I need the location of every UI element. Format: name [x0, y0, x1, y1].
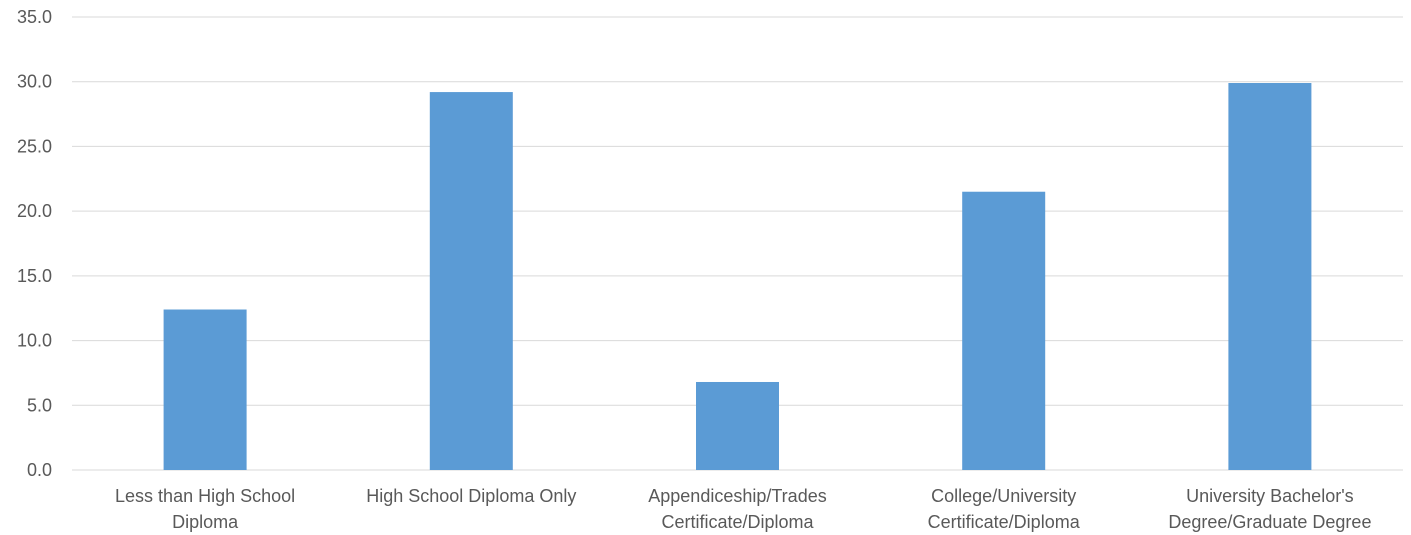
x-category-label-line: Degree/Graduate Degree: [1168, 512, 1371, 532]
x-category-label-line: Certificate/Diploma: [661, 512, 814, 532]
x-category-label-line: Certificate/Diploma: [928, 512, 1081, 532]
x-category-label-line: Less than High School: [115, 486, 295, 506]
y-axis-ticks: 0.0 5.0 10.0 15.0 20.0 25.0 30.0 35.0: [17, 7, 52, 480]
x-category-label-line: Appendiceship/Trades: [648, 486, 826, 506]
x-category-label-line: University Bachelor's: [1186, 486, 1354, 506]
bars: [163, 83, 1312, 470]
y-tick-label: 25.0: [17, 136, 52, 156]
y-tick-label: 30.0: [17, 72, 52, 92]
y-tick-label: 10.0: [17, 331, 52, 351]
x-axis-labels: Less than High School Diploma High School …: [115, 486, 1371, 532]
bar: [429, 92, 513, 470]
y-tick-label: 35.0: [17, 7, 52, 27]
bar: [1228, 83, 1312, 470]
y-tick-label: 0.0: [27, 460, 52, 480]
x-category-label-line: Diploma: [172, 512, 239, 532]
x-category-label: Appendiceship/Trades Certificate/Diploma: [648, 486, 826, 532]
x-category-label: High School Diploma Only: [366, 486, 576, 506]
x-category-label-line: High School Diploma Only: [366, 486, 576, 506]
y-tick-label: 20.0: [17, 201, 52, 221]
gridlines: [72, 16, 1403, 471]
y-tick-label: 15.0: [17, 266, 52, 286]
x-category-label-line: College/University: [931, 486, 1076, 506]
x-category-label: University Bachelor's Degree/Graduate Deg…: [1168, 486, 1371, 532]
bar: [696, 381, 779, 470]
y-tick-label: 5.0: [27, 395, 52, 415]
bar: [962, 191, 1046, 470]
bar: [163, 309, 247, 470]
x-category-label: Less than High School Diploma: [115, 486, 295, 532]
x-category-label: College/University Certificate/Diploma: [928, 486, 1081, 532]
